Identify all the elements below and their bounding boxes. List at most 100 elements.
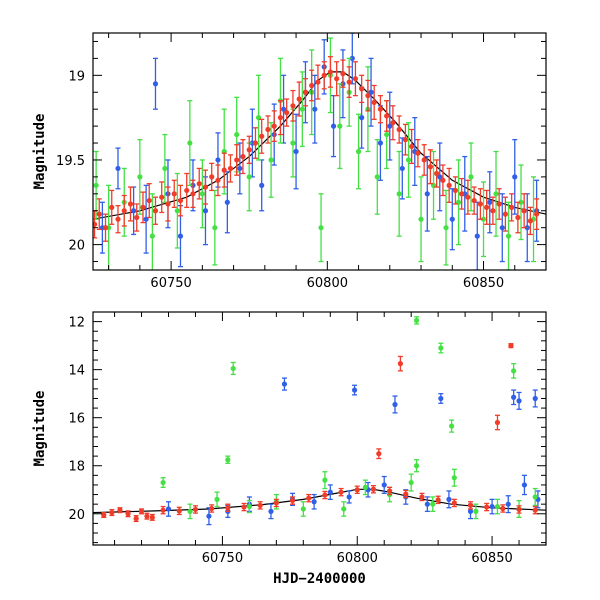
y-tick-label: 18 <box>68 460 85 475</box>
data-point <box>471 197 477 204</box>
data-point <box>438 395 444 402</box>
data-point <box>480 216 487 222</box>
data-point <box>437 174 443 180</box>
data-point <box>257 502 263 508</box>
data-point <box>515 214 521 221</box>
data-point <box>273 500 279 506</box>
data-point <box>322 492 328 498</box>
data-point <box>484 204 490 210</box>
data-point <box>115 216 121 222</box>
data-point <box>252 140 259 146</box>
data-point <box>109 509 115 516</box>
data-point <box>241 504 247 510</box>
data-point <box>322 477 328 483</box>
data-point <box>409 143 415 150</box>
data-point <box>484 504 490 510</box>
data-point <box>532 507 538 513</box>
data-point <box>268 508 274 514</box>
data-point <box>109 204 115 210</box>
data-point <box>415 150 421 156</box>
data-point <box>221 167 227 173</box>
data-point <box>296 96 302 102</box>
data-point <box>451 500 457 506</box>
data-point <box>352 76 359 82</box>
series-1 <box>160 316 538 520</box>
data-point <box>190 191 196 197</box>
data-point <box>299 106 305 112</box>
data-point <box>237 165 243 172</box>
data-point <box>511 368 517 374</box>
data-point <box>271 123 277 129</box>
data-point <box>516 398 522 404</box>
data-point <box>467 502 474 508</box>
data-point <box>192 506 199 513</box>
x-tick-label: 60850 <box>463 276 504 291</box>
x-tick-label: 60750 <box>150 276 191 291</box>
data-point <box>234 157 240 163</box>
x-axis-title: HJD−2400000 <box>273 571 366 587</box>
data-point <box>125 511 131 517</box>
data-point <box>496 201 502 207</box>
data-point <box>337 123 343 129</box>
data-point <box>338 489 344 495</box>
y-tick-label: 20 <box>68 508 85 523</box>
data-point <box>177 197 184 204</box>
data-point <box>487 199 493 205</box>
data-point <box>327 69 334 75</box>
data-point <box>494 503 501 510</box>
data-point <box>459 191 465 197</box>
data-point <box>368 89 374 95</box>
data-point <box>160 507 166 513</box>
data-point <box>240 153 246 160</box>
data-point <box>265 126 271 133</box>
data-point <box>413 317 420 324</box>
data-point <box>521 208 527 214</box>
data-point <box>330 123 337 129</box>
data-point <box>392 401 398 408</box>
data-point <box>387 488 393 494</box>
data-point <box>390 120 396 126</box>
data-point <box>146 197 152 204</box>
data-point <box>134 214 140 221</box>
data-point <box>224 199 230 205</box>
y-tick-label: 12 <box>68 316 85 331</box>
data-point <box>452 187 458 194</box>
data-point <box>405 157 412 163</box>
data-point <box>493 191 499 197</box>
data-point <box>346 494 352 500</box>
data-point <box>115 165 121 172</box>
data-point <box>177 233 184 239</box>
data-point <box>449 216 455 222</box>
data-point <box>101 512 107 518</box>
data-point <box>424 501 430 507</box>
data-point <box>131 208 137 214</box>
data-point <box>430 501 436 507</box>
data-point <box>280 106 287 112</box>
y-tick-label: 20 <box>68 239 85 254</box>
data-point <box>516 506 522 513</box>
data-point <box>351 387 358 393</box>
data-point <box>474 233 480 239</box>
data-point <box>505 233 512 239</box>
data-point <box>424 191 430 197</box>
data-point <box>187 508 193 514</box>
data-point <box>300 506 306 512</box>
data-point <box>509 204 515 210</box>
data-point <box>440 177 446 183</box>
data-point <box>202 208 209 214</box>
data-point <box>225 505 231 511</box>
data-point <box>234 131 240 138</box>
x-tick-label: 60800 <box>307 276 348 291</box>
data-point <box>152 208 159 214</box>
data-point <box>306 495 312 501</box>
data-point <box>413 463 420 469</box>
data-point <box>196 181 202 187</box>
data-point <box>359 86 365 92</box>
y-tick-label: 19 <box>68 69 85 84</box>
data-point <box>446 496 452 502</box>
data-point <box>465 194 471 200</box>
data-point <box>277 115 284 121</box>
data-point <box>362 484 368 490</box>
data-point <box>149 233 155 239</box>
